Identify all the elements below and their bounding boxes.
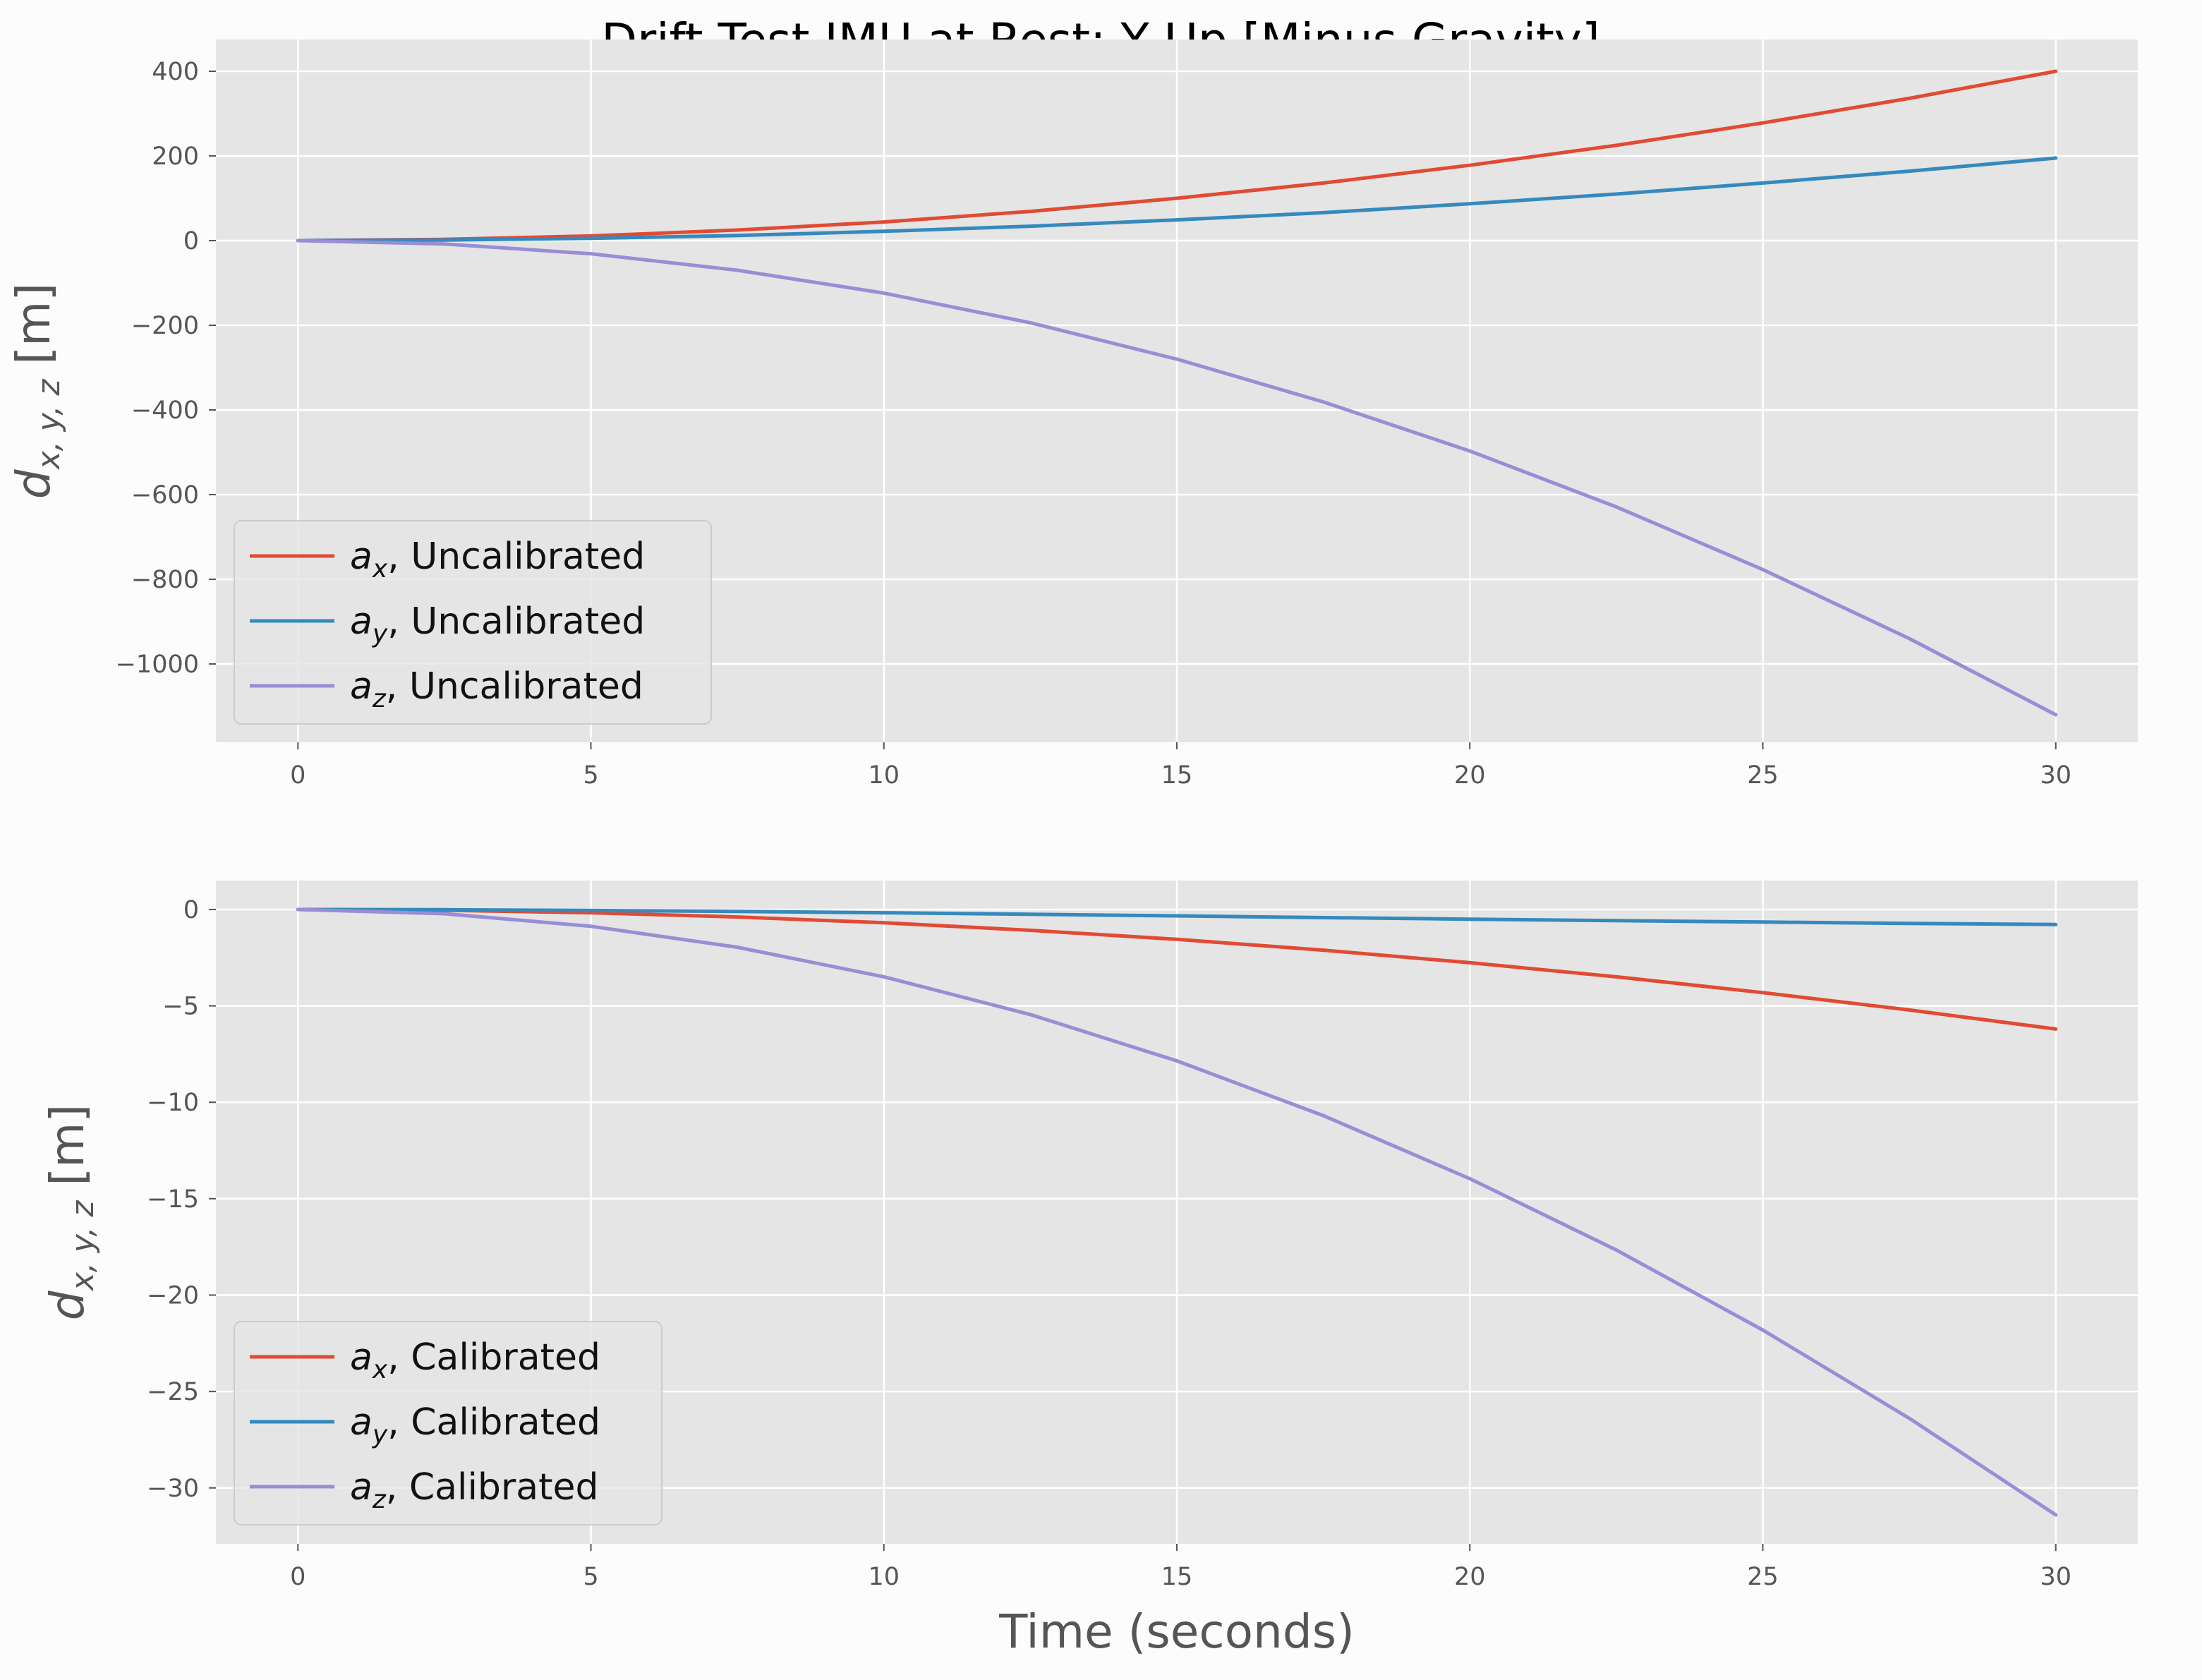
y-tick-label: −1000 xyxy=(116,651,199,679)
x-tick-label: 30 xyxy=(2040,1563,2071,1591)
legend-label: ax, Calibrated xyxy=(350,1336,600,1384)
legend-box xyxy=(234,1321,663,1525)
x-tick-label: 30 xyxy=(2040,761,2071,790)
x-tick-label: 5 xyxy=(583,761,598,790)
y-tick-label: −600 xyxy=(131,481,199,509)
y-tick-label: −25 xyxy=(147,1378,199,1406)
legend-box xyxy=(234,520,712,725)
legend: ax, Uncalibrated ay, Uncalibrated az, Unca… xyxy=(234,520,712,725)
y-tick-label: −5 xyxy=(162,993,199,1021)
x-tick-label: 10 xyxy=(868,761,900,790)
chart-panel-2: 0 5 10 15 20 25 30 0 −5 −10 −15 −20 −25 −30 dx, y, z [… xyxy=(40,881,2138,1659)
y-tick-label: −200 xyxy=(131,312,199,340)
charts-root: 0 5 10 15 20 25 304002000−200−400−600−800−1000… xyxy=(6,40,2138,1659)
x-tick-label: 15 xyxy=(1161,1563,1193,1591)
x-tick-label: 25 xyxy=(1747,1563,1779,1591)
series-line-z-calibrated xyxy=(296,907,2058,1517)
x-axis-label: Time (seconds) xyxy=(998,1605,1355,1659)
y-tick-label: −30 xyxy=(147,1475,199,1503)
series-line-z-uncalibrated xyxy=(296,238,2058,717)
y-tick-label: 0 xyxy=(183,227,199,255)
x-tick-label: 20 xyxy=(1454,1563,1486,1591)
legend-label: ax, Uncalibrated xyxy=(350,536,645,584)
y-tick-label: 0 xyxy=(183,896,199,924)
series-line-y-calibrated xyxy=(296,907,2058,926)
x-tick-label: 15 xyxy=(1161,761,1193,790)
legend-label: az, Uncalibrated xyxy=(350,665,643,713)
x-tick-label: 0 xyxy=(290,761,306,790)
y-axis-label: dx, y, z [m] xyxy=(6,283,67,499)
x-tick-label: 0 xyxy=(290,1563,306,1591)
x-tick-label: 5 xyxy=(583,1563,598,1591)
y-tick-label: 400 xyxy=(152,58,199,86)
series-line-x-calibrated xyxy=(296,907,2058,1031)
y-tick-label: −400 xyxy=(131,397,199,425)
x-tick-label: 10 xyxy=(868,1563,900,1591)
x-tick-label: 20 xyxy=(1454,761,1486,790)
series-line-x-uncalibrated xyxy=(296,69,2058,243)
legend-label: ay, Uncalibrated xyxy=(350,600,645,648)
y-tick-label: −15 xyxy=(147,1185,199,1214)
legend-label: ay, Calibrated xyxy=(350,1401,600,1449)
chart-panel-1: 0 5 10 15 20 25 30 400 200 0 −200 −400 −600 −800 −1000… xyxy=(6,40,2138,790)
y-tick-label: −20 xyxy=(147,1282,199,1310)
y-tick-label: −10 xyxy=(147,1089,199,1117)
x-tick-label: 25 xyxy=(1747,761,1779,790)
legend: ax, Calibrated ay, Calibrated az, Calibrat… xyxy=(234,1321,663,1525)
y-tick-label: 200 xyxy=(152,143,199,171)
series-line-y-uncalibrated xyxy=(296,156,2058,243)
y-tick-label: −800 xyxy=(131,566,199,594)
y-axis-label: dx, y, z [m] xyxy=(40,1104,101,1320)
legend-label: az, Calibrated xyxy=(350,1466,599,1514)
